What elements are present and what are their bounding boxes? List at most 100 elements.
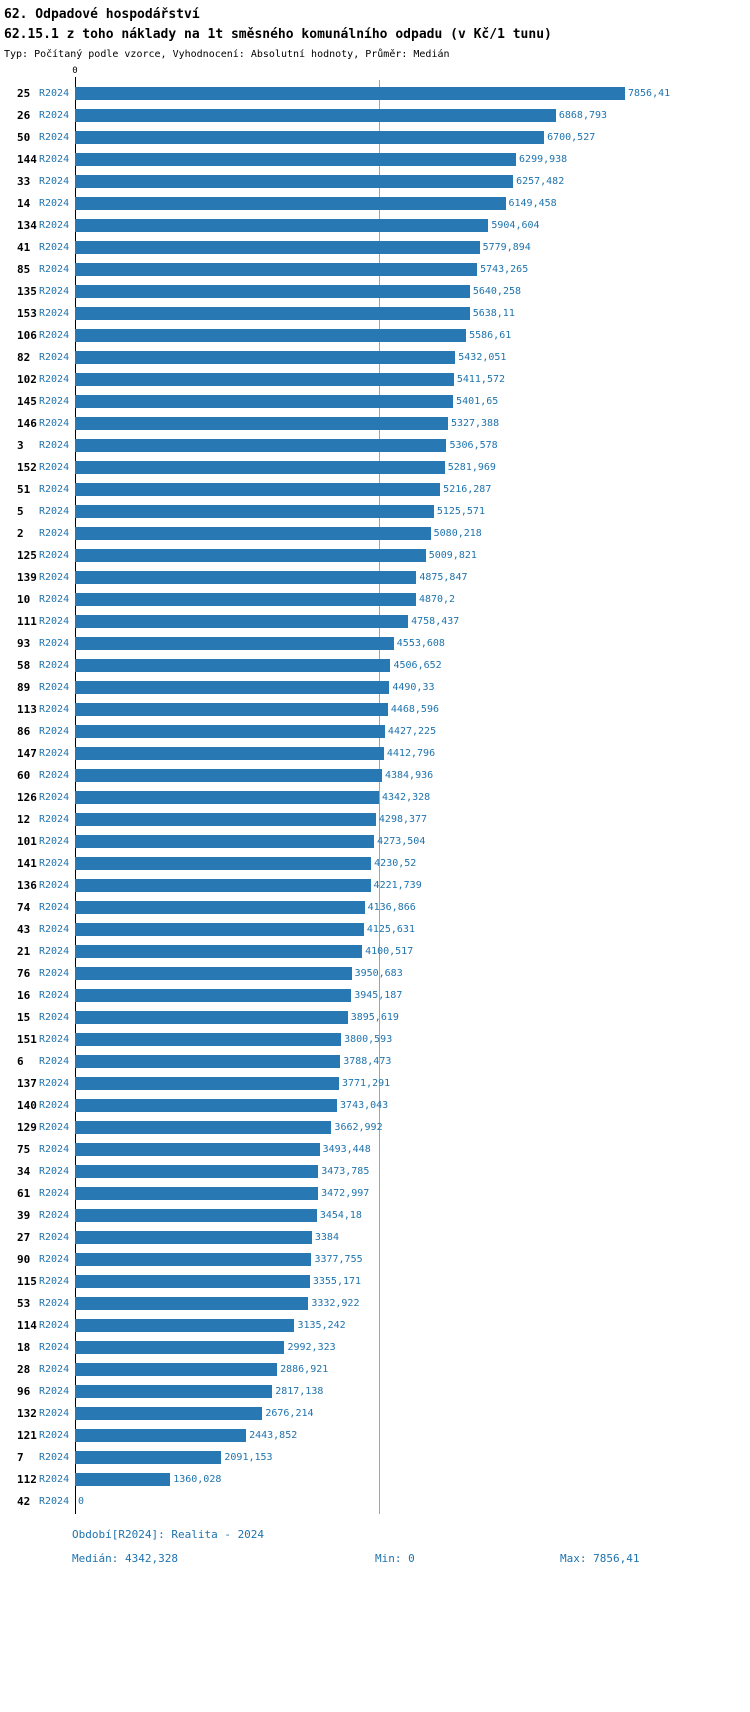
row-series-label[interactable]: R2024: [39, 769, 70, 781]
row-series-label[interactable]: R2024: [39, 1231, 70, 1243]
row-series-label[interactable]: R2024: [39, 197, 70, 209]
bar[interactable]: [75, 1208, 317, 1222]
row-series-label[interactable]: R2024: [39, 835, 70, 847]
bar[interactable]: [75, 1296, 309, 1310]
bar[interactable]: [75, 262, 478, 276]
row-series-label[interactable]: R2024: [39, 395, 70, 407]
bar[interactable]: [75, 658, 391, 672]
bar[interactable]: [75, 394, 454, 408]
row-series-label[interactable]: R2024: [39, 1099, 70, 1111]
bar[interactable]: [75, 1472, 171, 1486]
row-series-label[interactable]: R2024: [39, 967, 70, 979]
bar[interactable]: [75, 1032, 342, 1046]
bar[interactable]: [75, 1054, 341, 1068]
bar[interactable]: [75, 1274, 310, 1288]
bar[interactable]: [75, 1406, 263, 1420]
bar[interactable]: [75, 1318, 295, 1332]
row-series-label[interactable]: R2024: [39, 241, 70, 253]
bar[interactable]: [75, 1120, 332, 1134]
bar[interactable]: [75, 988, 352, 1002]
row-series-label[interactable]: R2024: [39, 725, 70, 737]
bar[interactable]: [75, 1230, 312, 1244]
bar[interactable]: [75, 790, 379, 804]
bar[interactable]: [75, 680, 390, 694]
bar[interactable]: [75, 196, 506, 210]
bar[interactable]: [75, 856, 372, 870]
row-series-label[interactable]: R2024: [39, 505, 70, 517]
row-series-label[interactable]: R2024: [39, 263, 70, 275]
bar[interactable]: [75, 526, 431, 540]
bar[interactable]: [75, 372, 454, 386]
row-series-label[interactable]: R2024: [39, 307, 70, 319]
row-series-label[interactable]: R2024: [39, 153, 70, 165]
bar[interactable]: [75, 174, 514, 188]
bar[interactable]: [75, 460, 445, 474]
bar[interactable]: [75, 834, 375, 848]
row-series-label[interactable]: R2024: [39, 1385, 70, 1397]
row-series-label[interactable]: R2024: [39, 1121, 70, 1133]
bar[interactable]: [75, 284, 470, 298]
bar[interactable]: [75, 724, 385, 738]
row-series-label[interactable]: R2024: [39, 1275, 70, 1287]
row-series-label[interactable]: R2024: [39, 373, 70, 385]
row-series-label[interactable]: R2024: [39, 1077, 70, 1089]
bar[interactable]: [75, 108, 556, 122]
bar[interactable]: [75, 218, 489, 232]
bar[interactable]: [75, 1186, 319, 1200]
bar[interactable]: [75, 548, 426, 562]
bar[interactable]: [75, 922, 364, 936]
row-series-label[interactable]: R2024: [39, 219, 70, 231]
bar[interactable]: [75, 240, 480, 254]
bar[interactable]: [75, 328, 467, 342]
bar[interactable]: [75, 416, 448, 430]
bar[interactable]: [75, 306, 470, 320]
row-series-label[interactable]: R2024: [39, 879, 70, 891]
row-series-label[interactable]: R2024: [39, 571, 70, 583]
row-series-label[interactable]: R2024: [39, 1363, 70, 1375]
row-series-label[interactable]: R2024: [39, 681, 70, 693]
row-series-label[interactable]: R2024: [39, 527, 70, 539]
row-series-label[interactable]: R2024: [39, 945, 70, 957]
bar[interactable]: [75, 702, 388, 716]
bar[interactable]: [75, 130, 545, 144]
row-series-label[interactable]: R2024: [39, 285, 70, 297]
bar[interactable]: [75, 1450, 222, 1464]
row-series-label[interactable]: R2024: [39, 923, 70, 935]
row-series-label[interactable]: R2024: [39, 1165, 70, 1177]
row-series-label[interactable]: R2024: [39, 1495, 70, 1507]
row-series-label[interactable]: R2024: [39, 1055, 70, 1067]
row-series-label[interactable]: R2024: [39, 1429, 70, 1441]
row-series-label[interactable]: R2024: [39, 901, 70, 913]
bar[interactable]: [75, 944, 363, 958]
row-series-label[interactable]: R2024: [39, 1341, 70, 1353]
row-series-label[interactable]: R2024: [39, 175, 70, 187]
bar[interactable]: [75, 746, 384, 760]
bar[interactable]: [75, 592, 416, 606]
row-series-label[interactable]: R2024: [39, 461, 70, 473]
bar[interactable]: [75, 1142, 320, 1156]
row-series-label[interactable]: R2024: [39, 637, 70, 649]
bar[interactable]: [75, 1164, 319, 1178]
row-series-label[interactable]: R2024: [39, 1011, 70, 1023]
row-series-label[interactable]: R2024: [39, 351, 70, 363]
row-series-label[interactable]: R2024: [39, 989, 70, 1001]
bar[interactable]: [75, 570, 417, 584]
bar[interactable]: [75, 1098, 338, 1112]
row-series-label[interactable]: R2024: [39, 747, 70, 759]
row-series-label[interactable]: R2024: [39, 1473, 70, 1485]
row-series-label[interactable]: R2024: [39, 549, 70, 561]
row-series-label[interactable]: R2024: [39, 1187, 70, 1199]
row-series-label[interactable]: R2024: [39, 1253, 70, 1265]
row-series-label[interactable]: R2024: [39, 857, 70, 869]
row-series-label[interactable]: R2024: [39, 593, 70, 605]
row-series-label[interactable]: R2024: [39, 1033, 70, 1045]
row-series-label[interactable]: R2024: [39, 1297, 70, 1309]
bar[interactable]: [75, 86, 625, 100]
row-series-label[interactable]: R2024: [39, 1209, 70, 1221]
row-series-label[interactable]: R2024: [39, 109, 70, 121]
row-series-label[interactable]: R2024: [39, 791, 70, 803]
bar[interactable]: [75, 504, 434, 518]
bar[interactable]: [75, 152, 517, 166]
bar[interactable]: [75, 482, 441, 496]
row-series-label[interactable]: R2024: [39, 1143, 70, 1155]
